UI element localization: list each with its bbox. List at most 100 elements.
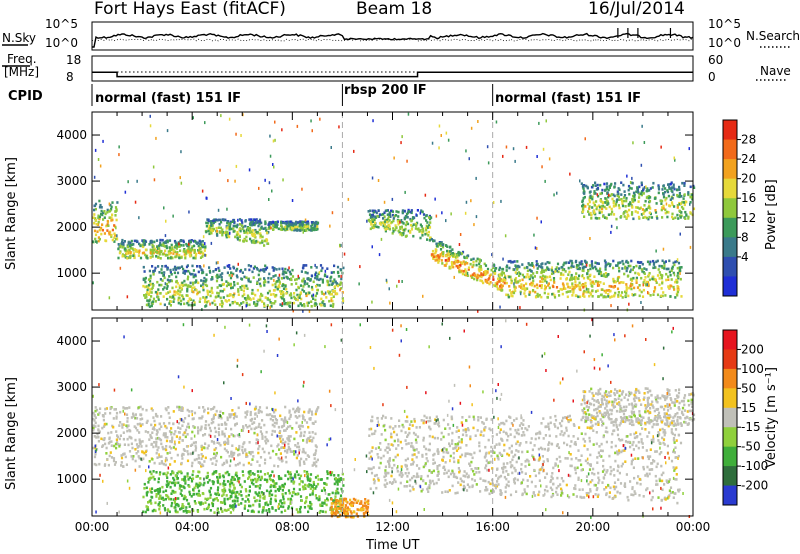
velocity-panel-cell: [257, 494, 260, 497]
velocity-panel-cell: [271, 429, 274, 433]
velocity-panel-cell: [132, 412, 135, 416]
velocity-panel-cell: [144, 430, 147, 433]
velocity-panel-cell: [280, 510, 283, 514]
power-panel-cell: [638, 185, 641, 189]
velocity-panel-cell: [203, 481, 206, 485]
velocity-panel-cell: [298, 477, 301, 480]
power-panel-cell: [534, 295, 538, 299]
velocity-panel-cell: [262, 496, 265, 500]
power-panel-cell: [552, 285, 555, 289]
power-panel-cell: [677, 275, 680, 278]
power-panel-cell: [593, 204, 596, 207]
velocity-panel-cell: [337, 501, 340, 504]
power-panel-cell: [609, 296, 612, 299]
velocity-panel-cell: [259, 426, 263, 429]
velocity-panel-cell: [95, 436, 98, 439]
velocity-panel-cell: [189, 452, 192, 455]
power-panel-cell: [623, 190, 626, 193]
velocity-panel-cell: [182, 505, 185, 508]
power-panel-cell: [283, 299, 286, 303]
power-panel-cell: [571, 287, 574, 291]
power-panel-cell: [214, 220, 217, 223]
power-panel-cell: [689, 195, 692, 199]
power-panel-cell: [102, 139, 104, 143]
power-panel-cell: [465, 272, 468, 275]
velocity-panel-cell: [155, 443, 158, 446]
power-panel-cell: [201, 255, 204, 258]
velocity-panel-cell: [315, 485, 318, 488]
power-panel-cell: [326, 267, 329, 270]
velocity-panel-cell: [156, 448, 159, 452]
power-panel-cell: [205, 230, 208, 234]
power-panel-cell: [425, 219, 428, 222]
velocity-panel-cell: [171, 470, 174, 473]
power-panel-cell: [675, 260, 679, 263]
power-panel-cell: [491, 253, 493, 257]
power-panel-cell: [340, 274, 342, 278]
power-panel-cell: [237, 293, 240, 296]
power-panel-cell: [500, 272, 503, 275]
velocity-panel-cell: [157, 503, 160, 507]
power-panel-cell: [552, 270, 555, 274]
velocity-panel-cell: [135, 452, 138, 455]
velocity-panel-cell: [304, 483, 307, 487]
velocity-panel-cell: [158, 487, 161, 490]
power-panel-cell: [221, 289, 224, 293]
power-panel-cell: [532, 279, 535, 282]
power-panel-cell: [192, 299, 195, 303]
power-panel-cell: [648, 199, 652, 203]
power-panel-cell: [180, 299, 183, 303]
power-panel-cell: [652, 293, 655, 296]
power-panel-cell: [310, 221, 313, 224]
power-panel-cell: [590, 262, 594, 266]
power-panel-cell: [642, 188, 645, 192]
power-panel-cell: [110, 205, 113, 209]
velocity-panel-cell: [154, 501, 157, 505]
power-panel-cell: [386, 209, 389, 212]
power-panel-cell: [151, 243, 154, 247]
velocity-panel-cell: [120, 456, 124, 460]
power-panel-cell: [376, 215, 379, 218]
power-panel-cell: [94, 219, 98, 222]
velocity-panel-cell: [259, 430, 262, 433]
power-panel-cell: [253, 223, 256, 227]
velocity-panel-cell: [153, 489, 156, 493]
velocity-panel-cell: [139, 405, 142, 409]
power-panel-cell: [191, 264, 194, 268]
power-panel-cell: [507, 293, 510, 297]
power-panel-cell: [583, 295, 586, 298]
velocity-panel-cell: [214, 413, 217, 416]
velocity-panel-cell: [271, 506, 274, 509]
velocity-panel-cell: [195, 475, 198, 478]
power-panel-cell: [315, 292, 319, 295]
velocity-panel-cell: [217, 486, 220, 489]
velocity-panel-cell: [420, 419, 423, 422]
velocity-panel-cell: [298, 482, 301, 486]
velocity-panel-cell: [242, 442, 245, 446]
velocity-panel-cell: [214, 430, 217, 434]
power-panel-cell: [574, 278, 577, 281]
power-panel-cell: [585, 263, 588, 267]
power-panel-cell: [610, 193, 613, 196]
power-panel-cell: [465, 273, 468, 277]
power-panel-cells: [92, 112, 696, 313]
power-panel-cell: [609, 289, 612, 293]
power-panel-cell: [606, 200, 609, 203]
velocity-panel-cell: [251, 509, 254, 513]
power-panel-cell: [253, 234, 256, 238]
power-panel-cell: [233, 281, 236, 284]
power-panel-cell: [394, 228, 397, 232]
power-panel-cell: [508, 266, 511, 270]
velocity-panel-cell: [145, 491, 148, 495]
velocity-panel-cell: [130, 416, 133, 419]
power-panel-cell: [570, 266, 573, 269]
power-panel-cell: [175, 290, 178, 294]
power-panel-cell: [556, 262, 560, 266]
power-panel-cell: [126, 257, 129, 260]
power-panel-cell: [166, 268, 169, 271]
power-panel-cell: [628, 302, 630, 306]
velocity-panel-cell: [190, 464, 194, 468]
velocity-panel-cell: [204, 442, 207, 445]
nsearch-tick-top: 10^5: [708, 17, 741, 31]
power-panel-cell: [146, 256, 149, 260]
